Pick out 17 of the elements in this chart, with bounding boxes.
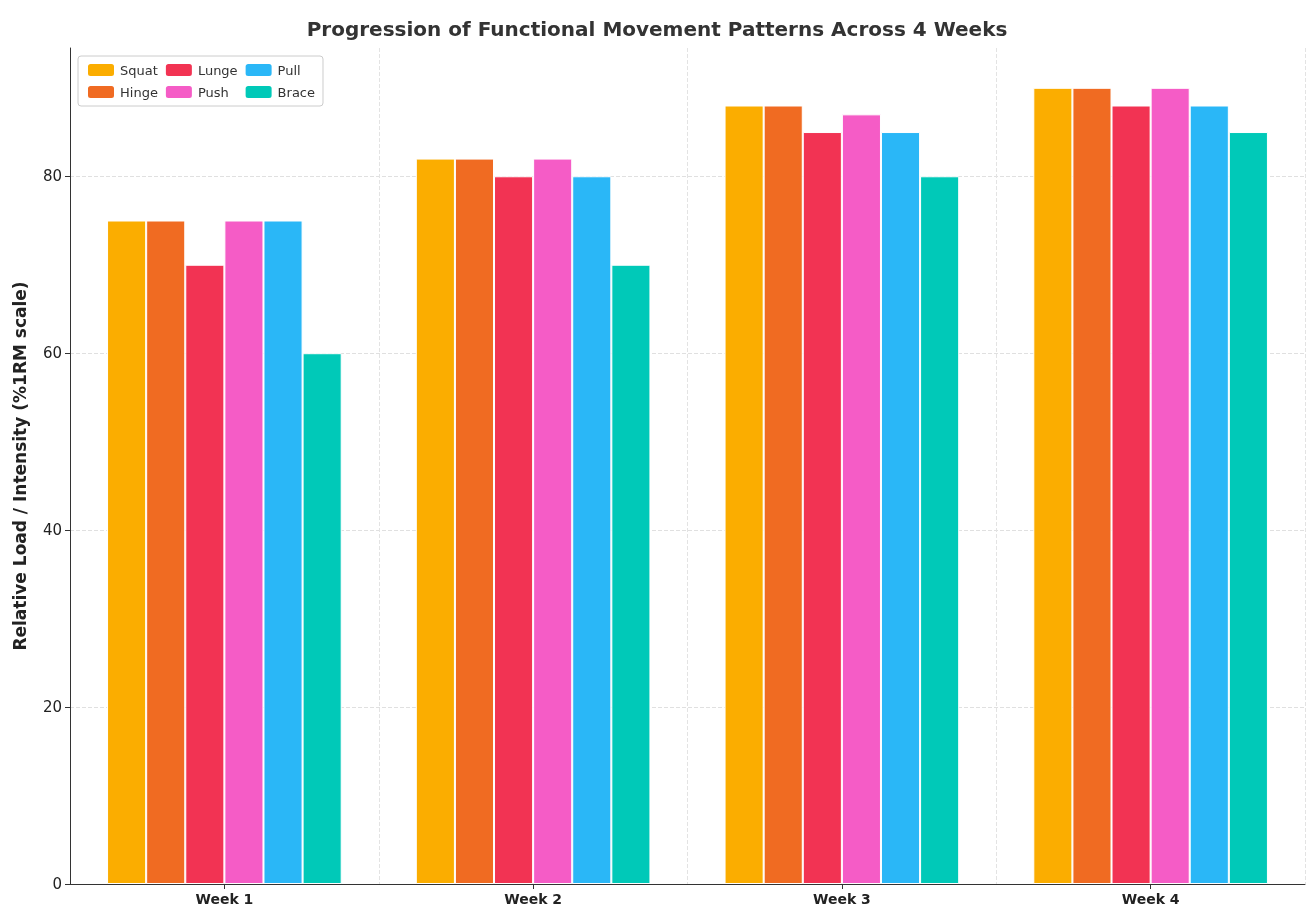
- x-tick-label: Week 2: [504, 891, 563, 907]
- legend-label: Brace: [277, 84, 315, 100]
- legend-label: Lunge: [197, 62, 238, 78]
- x-tick-label: Week 3: [812, 891, 871, 907]
- y-tick-label: 60: [42, 344, 62, 363]
- y-tick-label: 40: [42, 521, 62, 540]
- legend-label: Squat: [120, 62, 158, 78]
- chart-title: Progression of Functional Movement Patterns Across 4 Weeks: [306, 17, 1008, 41]
- y-axis-title: Relative Load / Intensity (%1RM scale): [9, 281, 30, 651]
- x-tick-label: Week 4: [1121, 891, 1180, 907]
- y-tick-label: 0: [52, 875, 62, 893]
- y-tick-label: 20: [42, 698, 62, 717]
- y-tick-label: 80: [42, 167, 62, 186]
- legend-label: Push: [197, 84, 229, 100]
- legend-label: Pull: [277, 62, 301, 78]
- x-tick-label: Week 1: [195, 891, 254, 907]
- legend-label: Hinge: [120, 84, 158, 100]
